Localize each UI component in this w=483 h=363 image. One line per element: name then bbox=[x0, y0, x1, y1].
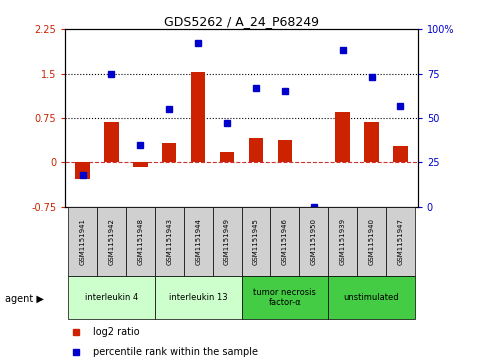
Text: GSM1151939: GSM1151939 bbox=[340, 218, 346, 265]
Text: GSM1151940: GSM1151940 bbox=[369, 218, 374, 265]
Text: interleukin 4: interleukin 4 bbox=[85, 293, 138, 302]
Bar bbox=[386, 207, 415, 276]
Bar bbox=[249, 138, 263, 163]
Bar bbox=[104, 122, 119, 163]
Bar bbox=[75, 163, 90, 179]
Text: tumor necrosis
factor-α: tumor necrosis factor-α bbox=[254, 288, 316, 307]
Text: GSM1151942: GSM1151942 bbox=[109, 218, 114, 265]
Bar bbox=[133, 163, 148, 167]
Bar bbox=[328, 276, 415, 319]
Bar bbox=[191, 72, 205, 163]
Bar bbox=[97, 207, 126, 276]
Title: GDS5262 / A_24_P68249: GDS5262 / A_24_P68249 bbox=[164, 15, 319, 28]
Bar bbox=[220, 152, 234, 163]
Text: GSM1151949: GSM1151949 bbox=[224, 218, 230, 265]
Bar bbox=[328, 207, 357, 276]
Text: unstimulated: unstimulated bbox=[344, 293, 399, 302]
Text: GSM1151946: GSM1151946 bbox=[282, 218, 288, 265]
Bar bbox=[162, 143, 176, 163]
Bar bbox=[213, 207, 242, 276]
Text: interleukin 13: interleukin 13 bbox=[169, 293, 227, 302]
Text: GSM1151944: GSM1151944 bbox=[195, 218, 201, 265]
Bar bbox=[299, 207, 328, 276]
Bar bbox=[270, 207, 299, 276]
Bar bbox=[242, 276, 328, 319]
Bar bbox=[278, 140, 292, 163]
Text: GSM1151941: GSM1151941 bbox=[80, 218, 85, 265]
Text: GSM1151945: GSM1151945 bbox=[253, 218, 259, 265]
Bar bbox=[155, 276, 242, 319]
Bar bbox=[335, 112, 350, 163]
Bar bbox=[357, 207, 386, 276]
Text: GSM1151947: GSM1151947 bbox=[398, 218, 403, 265]
Text: log2 ratio: log2 ratio bbox=[93, 327, 140, 337]
Text: GSM1151943: GSM1151943 bbox=[166, 218, 172, 265]
Text: GSM1151950: GSM1151950 bbox=[311, 218, 317, 265]
Bar bbox=[126, 207, 155, 276]
Text: percentile rank within the sample: percentile rank within the sample bbox=[93, 347, 258, 357]
Bar bbox=[68, 207, 97, 276]
Bar bbox=[184, 207, 213, 276]
Bar bbox=[364, 122, 379, 163]
Bar bbox=[242, 207, 270, 276]
Bar bbox=[155, 207, 184, 276]
Bar bbox=[68, 276, 155, 319]
Text: agent ▶: agent ▶ bbox=[5, 294, 43, 305]
Bar bbox=[393, 146, 408, 163]
Text: GSM1151948: GSM1151948 bbox=[137, 218, 143, 265]
